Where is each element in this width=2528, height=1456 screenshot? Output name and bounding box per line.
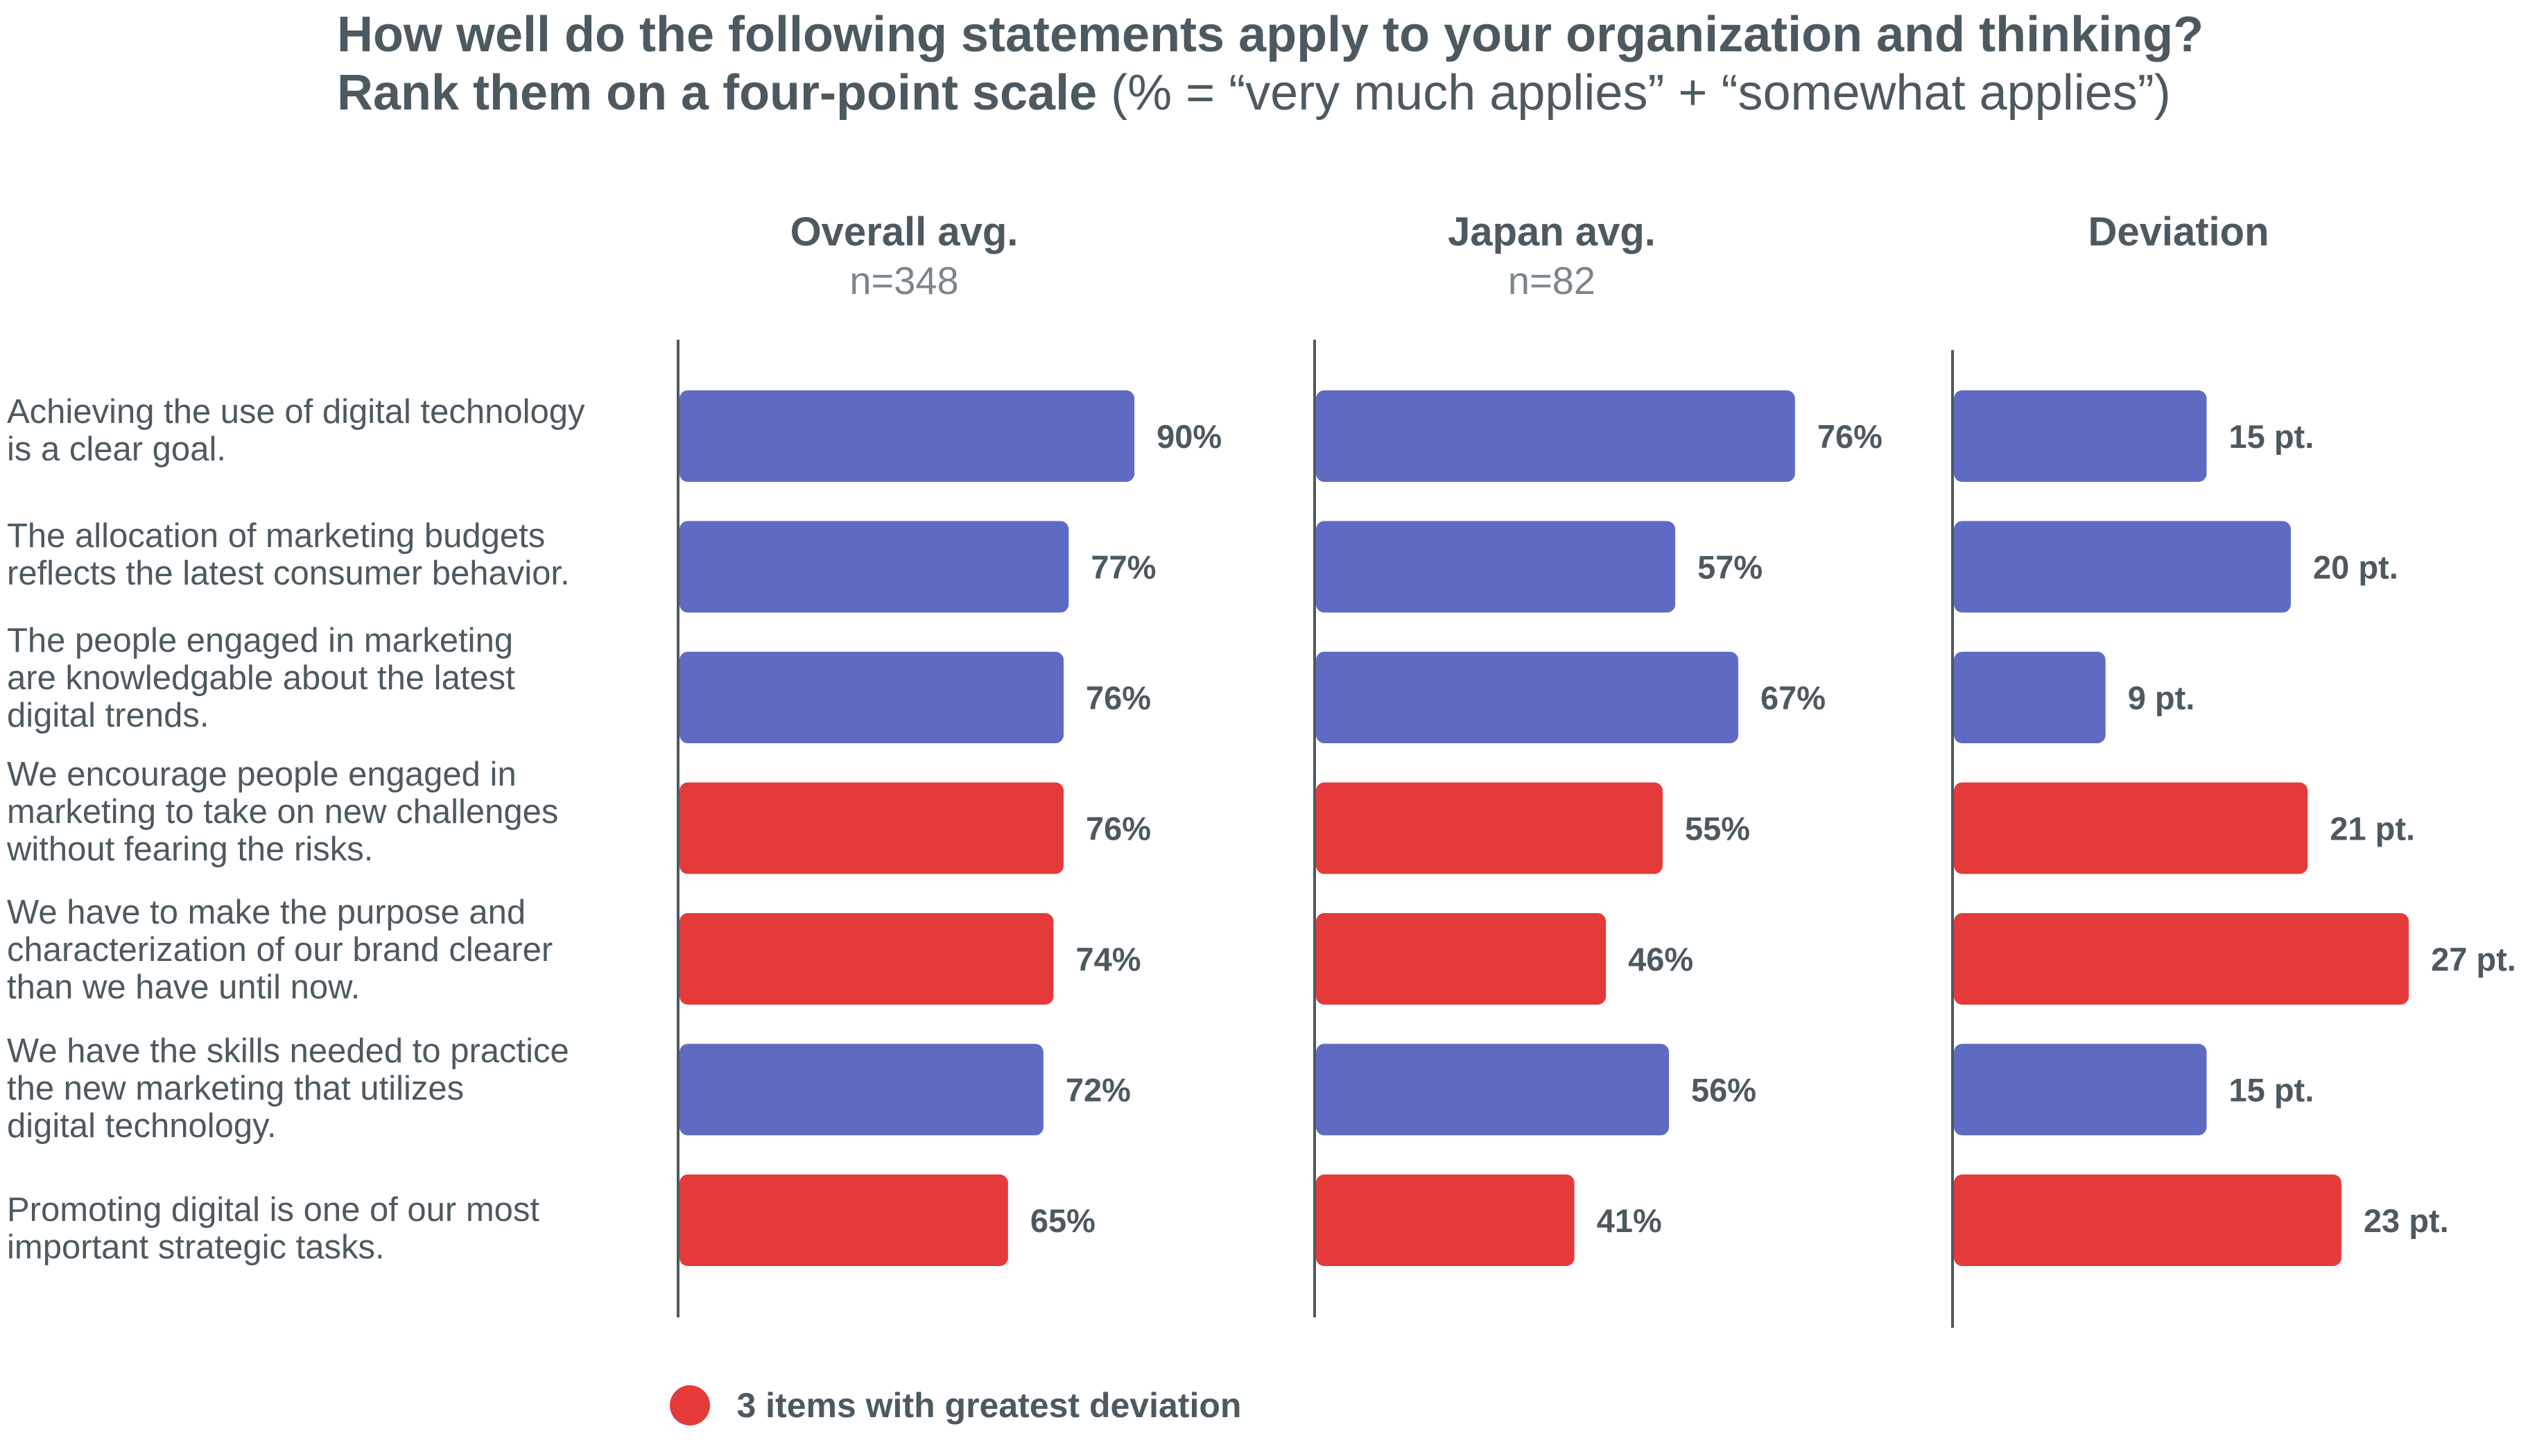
bar-overall-4 bbox=[679, 782, 1064, 874]
row-label-6-line-2: the new marketing that utilizes bbox=[7, 1070, 465, 1107]
column-header-overall: Overall avg. n=348 bbox=[696, 208, 1112, 305]
title-line-2-bold: Rank them on a four-point scale bbox=[337, 65, 1098, 121]
bar-deviation-6 bbox=[1954, 1043, 2207, 1136]
row-label-5-line-3: than we have until now. bbox=[7, 969, 361, 1006]
legend: 3 items with greatest deviation bbox=[670, 1385, 1241, 1425]
value-label-deviation-4: 21 pt. bbox=[2330, 811, 2415, 847]
value-label-deviation-2: 20 pt. bbox=[2313, 549, 2398, 586]
row-label-3-line-2: are knowledgable about the latest bbox=[7, 659, 515, 697]
row-label-1: Achieving the use of digital technology … bbox=[7, 393, 631, 468]
column-title-deviation: Deviation bbox=[2088, 209, 2269, 254]
row-label-1-line-2: is a clear goal. bbox=[7, 431, 226, 468]
bar-japan-3 bbox=[1316, 652, 1739, 743]
value-label-japan-6: 56% bbox=[1691, 1072, 1756, 1109]
value-label-overall-4: 76% bbox=[1086, 811, 1151, 847]
bar-japan-5 bbox=[1316, 913, 1607, 1005]
row-label-6-line-3: digital technology. bbox=[7, 1107, 277, 1145]
value-label-overall-7: 65% bbox=[1030, 1202, 1096, 1239]
bar-deviation-4 bbox=[1954, 782, 2308, 874]
bar-japan-2 bbox=[1316, 521, 1676, 613]
value-label-japan-2: 57% bbox=[1697, 549, 1763, 586]
value-label-deviation-1: 15 pt. bbox=[2229, 418, 2314, 455]
row-label-7-line-1: Promoting digital is one of our most bbox=[7, 1191, 540, 1229]
row-label-3-line-1: The people engaged in marketing bbox=[7, 622, 514, 659]
bar-overall-5 bbox=[679, 913, 1054, 1005]
bar-japan-1 bbox=[1316, 390, 1795, 482]
column-title-japan: Japan avg. bbox=[1448, 209, 1656, 254]
row-label-3-line-3: digital trends. bbox=[7, 697, 209, 734]
row-label-6: We have the skills needed to practice th… bbox=[7, 1032, 631, 1145]
value-label-overall-5: 74% bbox=[1075, 941, 1141, 978]
value-label-overall-1: 90% bbox=[1157, 418, 1222, 455]
row-label-4-line-3: without fearing the risks. bbox=[7, 831, 374, 868]
row-label-2-line-1: The allocation of marketing budgets bbox=[7, 517, 546, 555]
row-label-5-line-2: characterization of our brand clearer bbox=[7, 931, 553, 969]
column-header-japan: Japan avg. n=82 bbox=[1344, 208, 1760, 305]
value-label-japan-5: 46% bbox=[1628, 941, 1693, 978]
bar-overall-6 bbox=[679, 1043, 1044, 1136]
row-label-7-line-2: important strategic tasks. bbox=[7, 1229, 385, 1266]
bar-deviation-3 bbox=[1954, 652, 2106, 743]
row-label-2-line-2: reflects the latest consumer behavior. bbox=[7, 555, 570, 592]
bar-japan-7 bbox=[1316, 1175, 1575, 1266]
value-label-japan-7: 41% bbox=[1597, 1202, 1662, 1239]
bar-overall-2 bbox=[679, 521, 1069, 613]
row-label-4-line-2: marketing to take on new challenges bbox=[7, 793, 559, 831]
row-label-7: Promoting digital is one of our most imp… bbox=[7, 1191, 631, 1266]
row-label-4-line-1: We encourage people engaged in bbox=[7, 756, 517, 793]
column-header-deviation: Deviation bbox=[1971, 208, 2387, 257]
legend-label: 3 items with greatest deviation bbox=[736, 1386, 1242, 1425]
row-label-6-line-1: We have the skills needed to practice bbox=[7, 1032, 569, 1070]
value-label-overall-3: 76% bbox=[1086, 679, 1151, 716]
legend-highlight-marker bbox=[670, 1385, 710, 1425]
bar-deviation-2 bbox=[1954, 521, 2291, 613]
value-label-japan-1: 76% bbox=[1817, 418, 1882, 455]
value-label-japan-4: 55% bbox=[1685, 811, 1750, 847]
title-line-2: Rank them on a four-point scale (% = “ve… bbox=[337, 64, 2204, 122]
value-label-deviation-5: 27 pt. bbox=[2431, 941, 2516, 978]
bar-overall-3 bbox=[679, 652, 1064, 743]
title-line-1: How well do the following statements app… bbox=[337, 7, 2204, 62]
value-label-japan-3: 67% bbox=[1760, 679, 1826, 716]
bar-deviation-7 bbox=[1954, 1175, 2341, 1266]
value-label-overall-2: 77% bbox=[1091, 549, 1156, 586]
value-label-deviation-3: 9 pt. bbox=[2128, 679, 2195, 716]
value-label-overall-6: 72% bbox=[1066, 1072, 1131, 1109]
column-sample-overall: n=348 bbox=[849, 259, 959, 302]
row-label-4: We encourage people engaged in marketing… bbox=[7, 756, 631, 868]
value-label-deviation-6: 15 pt. bbox=[2229, 1072, 2314, 1109]
row-label-3: The people engaged in marketing are know… bbox=[7, 622, 631, 734]
bar-deviation-5 bbox=[1954, 913, 2409, 1005]
row-label-1-line-1: Achieving the use of digital technology bbox=[7, 393, 585, 431]
row-label-5-line-1: We have to make the purpose and bbox=[7, 894, 526, 931]
column-sample-japan: n=82 bbox=[1507, 259, 1596, 302]
column-title-overall: Overall avg. bbox=[790, 209, 1019, 254]
bar-overall-1 bbox=[679, 390, 1135, 482]
row-label-2: The allocation of marketing budgets refl… bbox=[7, 517, 631, 592]
value-label-deviation-7: 23 pt. bbox=[2364, 1202, 2449, 1239]
bar-overall-7 bbox=[679, 1175, 1008, 1266]
row-label-5: We have to make the purpose and characte… bbox=[7, 894, 631, 1006]
bar-japan-4 bbox=[1316, 782, 1663, 874]
title-line-2-note: (% = “very much applies” + “somewhat app… bbox=[1111, 65, 2171, 121]
chart-title: How well do the following statements app… bbox=[337, 6, 2204, 122]
bar-japan-6 bbox=[1316, 1043, 1670, 1136]
bar-deviation-1 bbox=[1954, 390, 2207, 482]
